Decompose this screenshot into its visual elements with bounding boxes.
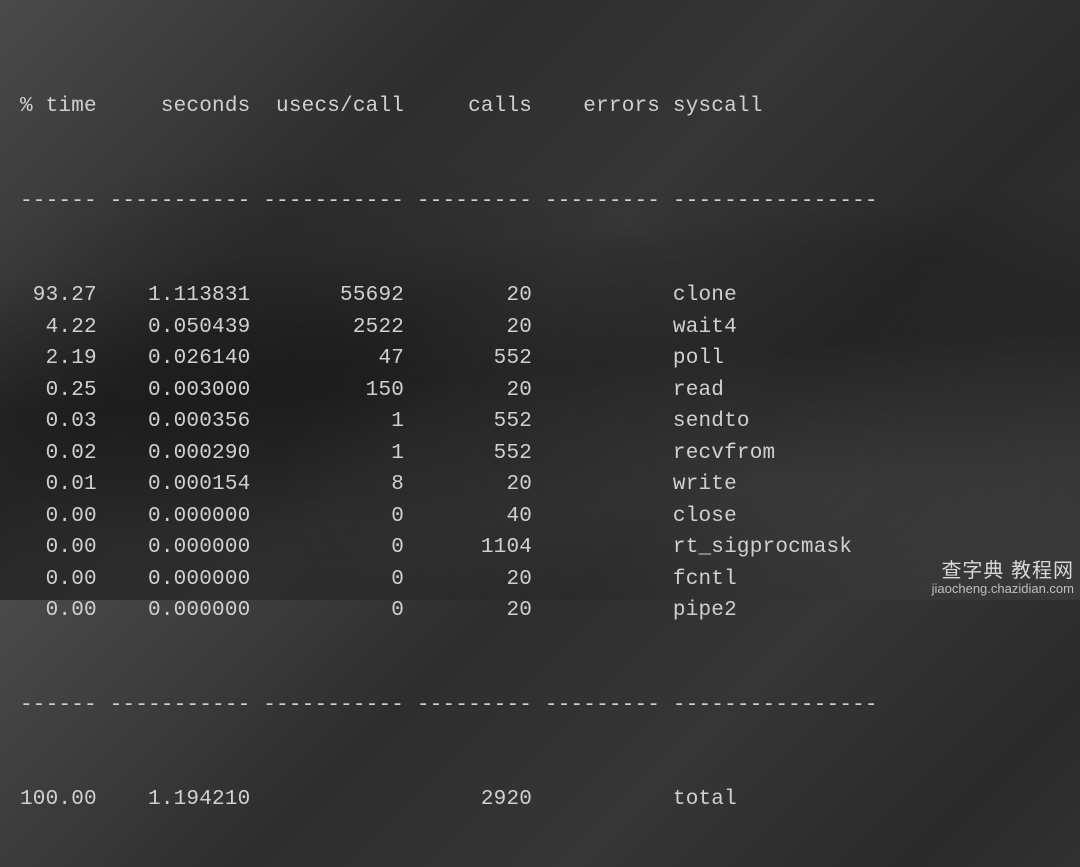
table-total-row: 100.00 1.194210 2920 total [20, 784, 1060, 816]
table-row: 0.01 0.000154 8 20 write [20, 469, 1060, 501]
table-header: % time seconds usecs/call calls errors s… [20, 91, 1060, 123]
table-row: 4.22 0.050439 2522 20 wait4 [20, 312, 1060, 344]
table-row: 93.27 1.113831 55692 20 clone [20, 280, 1060, 312]
table-row: 0.00 0.000000 0 40 close [20, 501, 1060, 533]
table-row: 0.03 0.000356 1 552 sendto [20, 406, 1060, 438]
table-separator-bottom: ------ ----------- ----------- ---------… [20, 690, 1060, 722]
table-row: 0.00 0.000000 0 20 fcntl [20, 564, 1060, 596]
table-separator-top: ------ ----------- ----------- ---------… [20, 186, 1060, 218]
table-row: 0.25 0.003000 150 20 read [20, 375, 1060, 407]
table-row: 2.19 0.026140 47 552 poll [20, 343, 1060, 375]
strace-summary-output: % time seconds usecs/call calls errors s… [0, 0, 1080, 867]
table-row: 0.02 0.000290 1 552 recvfrom [20, 438, 1060, 470]
table-row: 0.00 0.000000 0 1104 rt_sigprocmask [20, 532, 1060, 564]
